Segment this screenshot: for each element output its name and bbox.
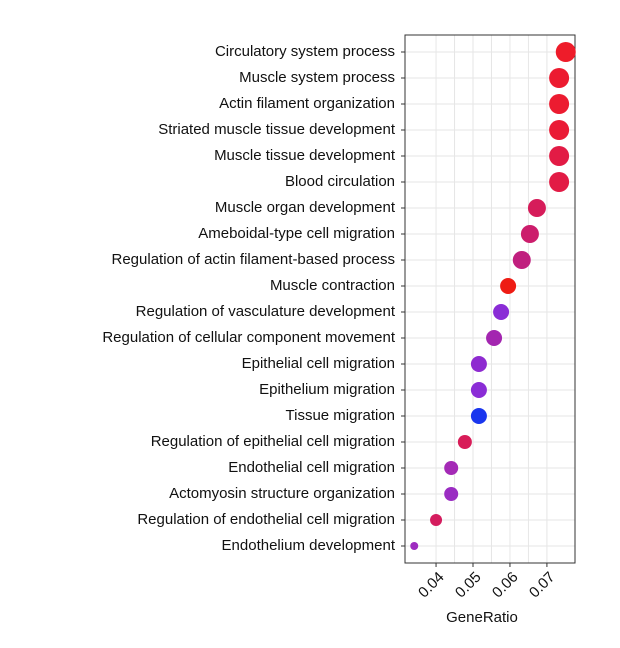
dot [527, 199, 546, 217]
dot [457, 435, 472, 449]
y-tick-label: Actomyosin structure organization [169, 485, 395, 502]
dot [520, 225, 539, 243]
y-tick-label: Regulation of epithelial cell migration [151, 433, 395, 450]
y-tick-label: Muscle system process [239, 69, 395, 86]
dot [486, 330, 503, 346]
y-tick-label: Tissue migration [286, 407, 395, 424]
dot [493, 304, 510, 320]
x-tick-label: 0.05 [452, 569, 485, 602]
x-tick-label: 0.04 [415, 569, 448, 602]
y-tick-label: Actin filament organization [219, 95, 395, 112]
dot [410, 542, 419, 550]
dot [549, 120, 570, 140]
dot [549, 94, 570, 114]
y-tick-label: Ameboidal-type cell migration [198, 225, 395, 242]
dot [470, 408, 487, 424]
dot [444, 487, 459, 501]
dot [500, 278, 517, 294]
y-tick-label: Endothelium development [222, 537, 396, 554]
x-tick-label: 0.06 [489, 569, 522, 602]
y-tick-label: Epithelium migration [259, 381, 395, 398]
dot [444, 461, 459, 475]
dot [549, 172, 570, 192]
y-tick-label: Regulation of cellular component movemen… [102, 329, 395, 346]
y-tick-label: Regulation of vasculature development [136, 303, 396, 320]
y-tick-label: Striated muscle tissue development [158, 121, 396, 138]
x-tick-label: 0.07 [526, 569, 559, 602]
dot [430, 514, 443, 526]
dot [470, 356, 487, 372]
x-axis-label: GeneRatio [446, 609, 518, 626]
y-tick-label: Blood circulation [285, 173, 395, 190]
y-tick-label: Circulatory system process [215, 43, 395, 60]
y-tick-label: Muscle organ development [215, 199, 396, 216]
panel-border [404, 34, 576, 564]
y-tick-label: Regulation of endothelial cell migration [137, 511, 395, 528]
y-tick-label: Endothelial cell migration [228, 459, 395, 476]
dot [549, 146, 570, 166]
y-tick-label: Epithelial cell migration [242, 355, 395, 372]
dot [549, 68, 570, 88]
y-tick-label: Muscle contraction [270, 277, 395, 294]
dot [512, 251, 531, 269]
y-tick-label: Muscle tissue development [214, 147, 396, 164]
dot [470, 382, 487, 398]
y-tick-label: Regulation of actin filament-based proce… [112, 251, 396, 268]
dot [555, 42, 576, 62]
